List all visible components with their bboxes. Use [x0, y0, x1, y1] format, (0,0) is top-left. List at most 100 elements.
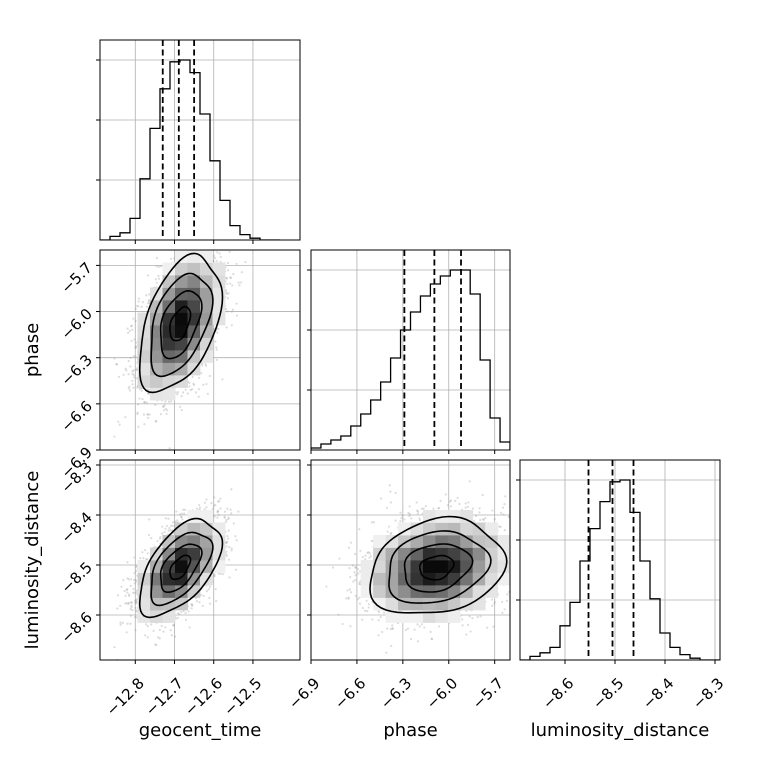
sample-point [130, 339, 133, 343]
sample-point [215, 358, 218, 361]
sample-point [192, 241, 194, 243]
sample-point [229, 276, 232, 279]
sample-point [230, 547, 233, 550]
sample-point [365, 599, 368, 602]
density-cell [200, 350, 213, 363]
density-cell [162, 337, 176, 351]
sample-point [182, 508, 185, 511]
sample-point [358, 582, 361, 586]
sample-point [399, 520, 402, 523]
sample-point [221, 244, 223, 246]
sample-point [212, 254, 216, 258]
sample-point [154, 403, 157, 406]
density-cell [472, 547, 486, 561]
sample-point [146, 625, 149, 628]
sample-point [338, 557, 341, 560]
sample-point [416, 640, 420, 643]
sample-point [415, 501, 418, 504]
sample-point [207, 588, 210, 591]
sample-point [418, 517, 421, 520]
sample-point [216, 510, 219, 513]
sample-point [377, 611, 381, 614]
sample-point [193, 228, 195, 230]
axes-frame [99, 249, 301, 451]
sample-point [225, 326, 228, 329]
sample-point [129, 614, 132, 617]
sample-point [240, 237, 242, 239]
sample-point [146, 552, 149, 555]
sample-point [230, 512, 233, 515]
sample-point [137, 297, 140, 300]
axes-frame [99, 39, 301, 241]
sample-point [124, 594, 127, 597]
density-cell [447, 585, 461, 598]
density-cell [187, 287, 201, 301]
sample-point [469, 630, 472, 633]
density-cell [162, 387, 176, 401]
sample-point [158, 628, 161, 632]
sample-point [458, 502, 461, 506]
sample-point [129, 325, 133, 328]
sample-point [145, 401, 148, 404]
sample-point [499, 511, 503, 514]
sample-point [148, 518, 151, 521]
sample-point [143, 423, 146, 426]
sample-point [128, 593, 131, 596]
sample-point [225, 277, 229, 280]
sample-point [404, 628, 408, 632]
sample-point [226, 534, 229, 538]
sample-point [122, 373, 125, 376]
density-cell [150, 585, 163, 598]
density-cell [447, 610, 461, 623]
sample-point [167, 517, 170, 520]
sample-point [227, 292, 230, 295]
sample-point [503, 528, 506, 532]
sample-point [169, 629, 172, 632]
density-cell [460, 510, 474, 523]
sample-point [205, 382, 208, 386]
sample-point [135, 564, 138, 567]
sample-point [205, 364, 208, 367]
sample-point [176, 519, 179, 522]
sample-point [210, 502, 213, 505]
density-cell [212, 522, 226, 536]
sample-point [154, 419, 157, 423]
sample-point [161, 532, 164, 535]
sample-point [218, 500, 221, 503]
sample-point [117, 420, 120, 423]
sample-point [471, 507, 474, 510]
sample-point [211, 240, 213, 242]
density-cell [175, 560, 188, 573]
sample-point [507, 515, 510, 519]
scatter-panel-geocent_time-phase [100, 228, 300, 475]
sample-point [133, 571, 136, 575]
y-tick-label: −6.0 [58, 305, 96, 343]
sample-point [128, 389, 132, 392]
sample-point [155, 265, 158, 268]
sample-point [228, 576, 231, 579]
sample-point [354, 594, 357, 598]
sample-point [129, 365, 132, 368]
sample-point [479, 615, 482, 618]
sample-point [134, 346, 137, 349]
sample-point [163, 404, 166, 407]
sample-point [437, 625, 441, 628]
density-cell [162, 547, 176, 561]
sample-point [389, 532, 392, 535]
sample-point [124, 602, 127, 605]
density-cell [187, 300, 201, 313]
sample-point [198, 601, 201, 604]
sample-point [203, 501, 207, 504]
sample-point [145, 623, 148, 626]
sample-point [202, 594, 205, 598]
sample-point [361, 618, 364, 621]
sample-point [175, 617, 178, 620]
sample-point [525, 544, 527, 546]
sample-point [197, 236, 199, 238]
sample-point [503, 608, 506, 611]
sample-point [213, 496, 216, 499]
sample-point [147, 473, 149, 475]
sample-point [226, 310, 229, 313]
sample-point [226, 261, 230, 265]
sample-point [143, 549, 147, 552]
